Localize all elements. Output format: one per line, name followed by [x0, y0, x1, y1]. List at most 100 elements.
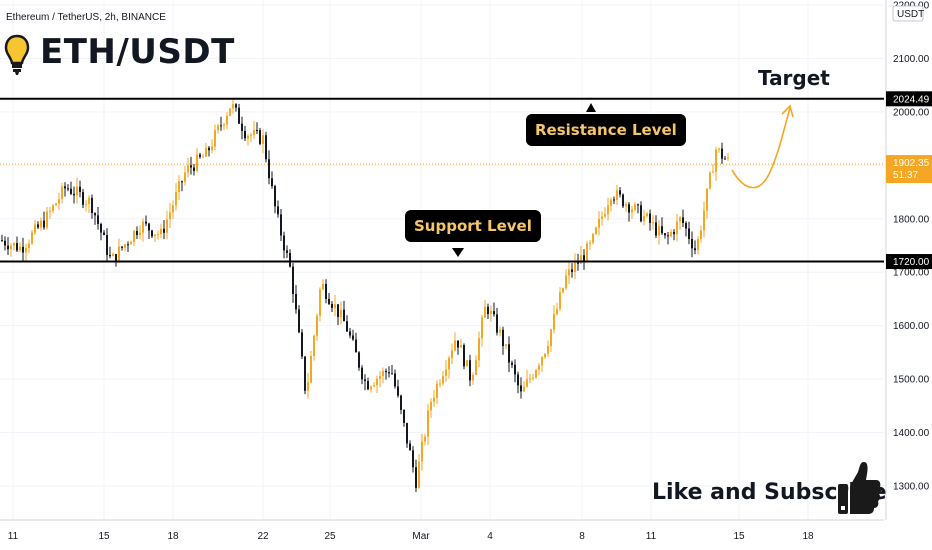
- candle-body: [682, 217, 684, 223]
- candle-body: [64, 186, 66, 189]
- candle-body: [529, 378, 531, 380]
- candle-body: [70, 188, 72, 194]
- candle-body: [43, 220, 45, 228]
- candle-body: [355, 339, 357, 353]
- candle-body: [139, 232, 141, 235]
- candle-body: [211, 146, 213, 151]
- candle-body: [718, 148, 720, 150]
- candle-body: [514, 364, 516, 375]
- candle-body: [181, 181, 183, 183]
- candle-body: [502, 329, 504, 346]
- time-axis[interactable]: 11 15 18 22 25 Mar 4 8 11 15 18: [0, 519, 884, 542]
- candle-body: [157, 234, 159, 236]
- target-projection-arrow: [731, 107, 791, 189]
- chart-grid: [0, 0, 884, 520]
- candle-body: [448, 358, 450, 370]
- candle-body: [331, 304, 333, 308]
- candle-body: [82, 191, 84, 205]
- candle-body: [403, 409, 405, 423]
- y-tick-label: 1500.00: [893, 375, 930, 386]
- candle-body: [457, 340, 459, 348]
- candle-body: [121, 246, 123, 248]
- candle-body: [487, 306, 489, 315]
- candle-body: [160, 228, 162, 235]
- candle-body: [352, 335, 354, 340]
- candle-body: [478, 338, 480, 361]
- x-tick-label: 15: [733, 531, 745, 542]
- x-tick-label: 15: [98, 531, 110, 542]
- candle-body: [721, 148, 723, 159]
- candle-body: [571, 269, 573, 273]
- candle-body: [553, 314, 555, 330]
- x-tick-label: 4: [487, 531, 493, 542]
- candle-body: [451, 350, 453, 359]
- candle-body: [301, 332, 303, 357]
- candle-body: [259, 130, 261, 144]
- candle-body: [616, 190, 618, 200]
- candle-body: [619, 190, 621, 195]
- target-label: Target: [758, 66, 830, 90]
- candle-body: [364, 379, 366, 382]
- candle-body: [172, 205, 174, 213]
- support-pointer: [452, 248, 464, 257]
- candle-body: [463, 345, 465, 367]
- y-tick-label: 1300.00: [893, 482, 930, 493]
- candle-body: [37, 224, 39, 228]
- candle-body: [697, 238, 699, 251]
- candlestick-series: [1, 99, 729, 493]
- candle-body: [118, 246, 120, 262]
- candle-body: [640, 205, 642, 222]
- candle-body: [412, 450, 414, 468]
- candle-body: [13, 243, 15, 246]
- candle-body: [187, 165, 189, 173]
- candle-body: [136, 230, 138, 235]
- candle-body: [604, 214, 606, 217]
- candle-body: [469, 360, 471, 381]
- candle-body: [232, 104, 234, 109]
- candle-body: [679, 217, 681, 222]
- currency-badge[interactable]: [892, 5, 924, 22]
- candle-body: [643, 215, 645, 222]
- candle-body: [556, 308, 558, 315]
- current-price-tag-text: 51:37: [893, 170, 918, 181]
- candle-body: [607, 205, 609, 215]
- candle-body: [496, 314, 498, 333]
- candle-body: [67, 188, 69, 190]
- candle-body: [559, 292, 561, 309]
- current-price-tag-text: 1902.35: [893, 158, 930, 169]
- candle-body: [367, 381, 369, 390]
- candle-body: [304, 356, 306, 391]
- candle-body: [511, 362, 513, 365]
- candle-body: [724, 158, 726, 160]
- candle-body: [436, 383, 438, 398]
- target-arrowhead: [781, 104, 794, 118]
- candle-body: [328, 298, 330, 305]
- candle-body: [142, 221, 144, 233]
- candle-body: [622, 194, 624, 207]
- candle-body: [220, 125, 222, 127]
- candle-body: [145, 221, 147, 224]
- candle-body: [379, 376, 381, 379]
- x-tick-label: Mar: [412, 531, 430, 542]
- candle-body: [25, 247, 27, 253]
- candle-body: [472, 374, 474, 381]
- candle-body: [79, 186, 81, 192]
- candle-body: [694, 248, 696, 251]
- candle-body: [178, 181, 180, 193]
- candle-body: [319, 289, 321, 316]
- support-price-tag: [886, 254, 932, 270]
- resistance-level-callout: Resistance Level: [526, 114, 686, 146]
- candle-body: [505, 344, 507, 346]
- candle-body: [388, 372, 390, 374]
- candle-body: [337, 304, 339, 317]
- candle-body: [115, 254, 117, 262]
- candle-body: [316, 315, 318, 336]
- candle-body: [613, 199, 615, 201]
- candle-body: [10, 245, 12, 250]
- candle-body: [277, 206, 279, 215]
- candle-body: [1, 240, 3, 242]
- candle-body: [394, 373, 396, 387]
